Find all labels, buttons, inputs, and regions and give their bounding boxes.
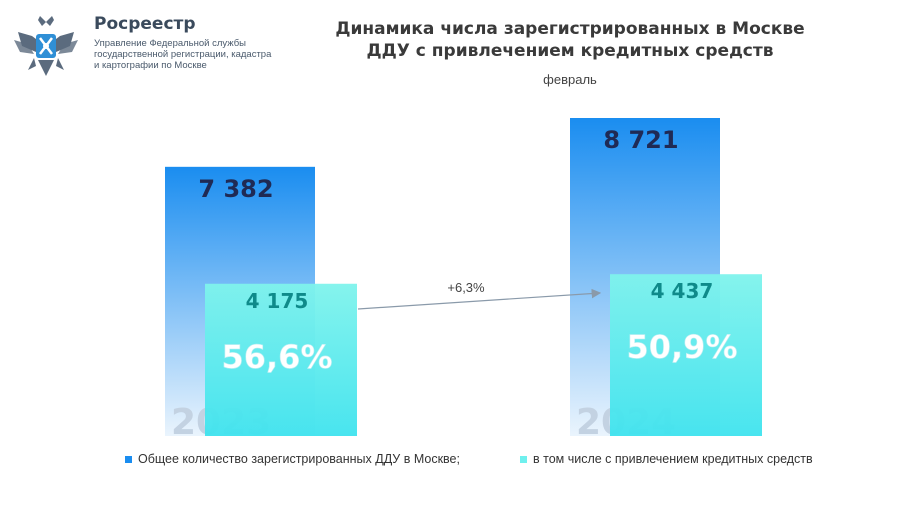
change-label: +6,3%: [447, 280, 485, 295]
legend-swatch-total: [125, 455, 132, 463]
value-label-total-2023: 7 382: [198, 175, 273, 203]
legend-swatch-credit: [520, 455, 527, 463]
legend-item-credit: в том числе с привлечением кредитных сре…: [520, 452, 813, 466]
legend-item-total: Общее количество зарегистрированных ДДУ …: [125, 452, 460, 466]
value-label-credit-2024: 4 437: [651, 279, 714, 303]
chart-subtitle: февраль: [543, 72, 597, 87]
change-arrow: [357, 288, 602, 310]
chart-title-line1: Динамика числа зарегистрированных в Моск…: [335, 19, 805, 39]
rosreestr-logo: Росреестр Управление Федеральной службы …: [10, 10, 271, 90]
value-label-total-2024: 8 721: [603, 126, 678, 154]
value-label-credit-2023: 4 175: [246, 289, 309, 313]
legend: Общее количество зарегистрированных ДДУ …: [0, 452, 900, 476]
legend-label-total: Общее количество зарегистрированных ДДУ …: [138, 452, 460, 466]
chart-title-line2: ДДУ с привлечением кредитных средств: [366, 41, 774, 61]
bar-credit-2024: [610, 274, 762, 436]
bar-credit-2023: [205, 283, 357, 436]
org-name: Росреестр: [94, 14, 196, 34]
legend-label-credit: в том числе с привлечением кредитных сре…: [533, 452, 813, 466]
org-subtitle: Управление Федеральной службы государств…: [94, 38, 272, 71]
percent-label-2023: 56,6%: [221, 338, 332, 376]
chart-title: Динамика числа зарегистрированных в Моск…: [290, 18, 850, 62]
percent-label-2024: 50,9%: [626, 328, 737, 366]
eagle-emblem-icon: [14, 16, 78, 76]
